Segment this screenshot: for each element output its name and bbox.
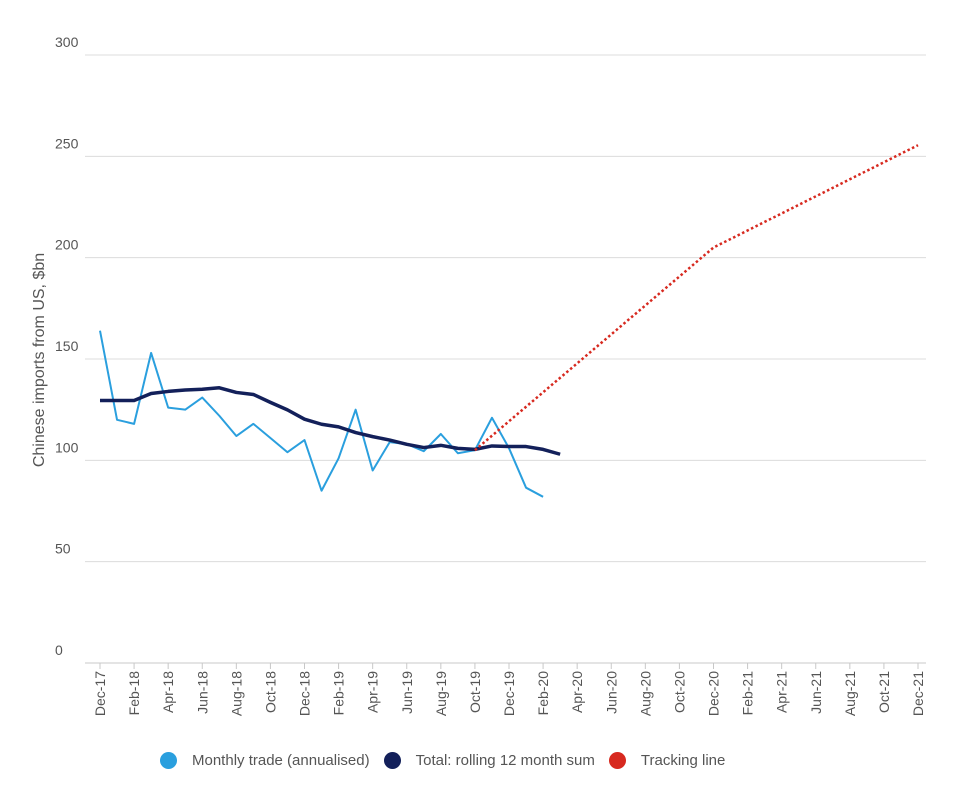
x-tick-label: Aug-20 [637, 671, 653, 716]
legend-label: Tracking line [640, 752, 726, 769]
x-tick-label: Oct-20 [671, 671, 687, 713]
y-axis-label: Chinese imports from US, $bn [31, 253, 48, 467]
x-tick-label: Jun-21 [808, 671, 824, 714]
x-tick-label: Aug-19 [433, 671, 449, 716]
x-tick-label: Apr-19 [365, 671, 381, 713]
legend-label: Monthly trade (annualised) [192, 752, 370, 769]
y-tick-label: 100 [55, 439, 79, 455]
x-tick-label: Dec-21 [910, 671, 926, 716]
x-tick-label: Feb-20 [535, 671, 551, 716]
x-tick-label: Jun-18 [194, 671, 210, 714]
series-line-tracking [474, 144, 919, 452]
y-tick-label: 300 [55, 34, 79, 50]
x-tick-label: Apr-18 [160, 671, 176, 713]
x-tick-label: Dec-17 [92, 671, 108, 716]
line-chart: 0 50 100 150 200 250 300 Dec-17 Feb-18 Apr-18 Jun… [31, 34, 926, 716]
x-tick-label: Feb-18 [126, 671, 142, 716]
x-tick-label: Apr-20 [569, 671, 585, 713]
y-tick-label: 50 [55, 541, 71, 557]
x-tick-label: Jun-20 [603, 671, 619, 714]
x-tick-label: Aug-18 [228, 671, 244, 716]
series-line-monthly [99, 330, 544, 498]
x-tick-label: Feb-19 [331, 671, 347, 716]
x-tick-label: Dec-20 [706, 671, 722, 716]
legend-swatch-icon [160, 752, 177, 769]
legend-swatch-icon [608, 752, 626, 769]
legend-label: Total: rolling 12 month sum [415, 752, 595, 769]
series-line-rolling [100, 386, 561, 456]
x-tick-label: Oct-21 [876, 671, 892, 713]
legend-swatch-icon [383, 752, 401, 769]
y-tick-label: 200 [55, 237, 79, 253]
legend: Monthly trade (annualised) Total: rollin… [160, 752, 739, 769]
x-tick-label: Dec-19 [501, 671, 517, 716]
x-tick-label: Feb-21 [740, 671, 756, 716]
x-tick-label: Aug-21 [842, 671, 858, 716]
legend-item-rolling[interactable]: Total: rolling 12 month sum [383, 752, 595, 769]
x-tick-label: Jun-19 [399, 671, 415, 714]
x-tick-label: Dec-18 [297, 671, 313, 716]
y-tick-label: 150 [55, 338, 79, 354]
y-tick-label: 0 [55, 642, 63, 658]
y-tick-label: 250 [55, 135, 79, 151]
legend-item-monthly[interactable]: Monthly trade (annualised) [160, 752, 370, 769]
x-tick-label: Apr-21 [774, 671, 790, 713]
legend-item-tracking[interactable]: Tracking line [608, 752, 726, 769]
x-tick-label: Oct-18 [262, 671, 278, 713]
x-tick-label: Oct-19 [467, 671, 483, 713]
